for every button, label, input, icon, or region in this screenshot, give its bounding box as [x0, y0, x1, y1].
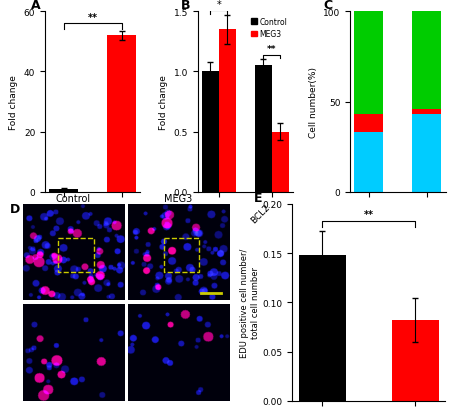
Text: C: C [324, 0, 333, 12]
Bar [355, 133, 383, 192]
Bar [164, 238, 199, 272]
Bar [219, 30, 236, 192]
Text: *: * [216, 0, 221, 10]
Text: B: B [180, 0, 190, 12]
Text: E: E [254, 191, 262, 204]
Bar [392, 320, 439, 401]
Bar [58, 238, 94, 272]
Bar [355, 12, 383, 115]
Y-axis label: EDU positive cell number/
total cell number: EDU positive cell number/ total cell num… [239, 248, 260, 357]
Bar [272, 132, 288, 192]
Bar [50, 189, 78, 192]
Bar [255, 66, 272, 192]
Bar [107, 36, 136, 192]
Text: D: D [10, 202, 20, 216]
Bar [412, 12, 441, 110]
Text: A: A [31, 0, 40, 12]
Text: **: ** [364, 209, 374, 219]
Y-axis label: Fold change: Fold change [159, 75, 168, 130]
Text: Control: Control [56, 193, 91, 204]
Text: MEG3: MEG3 [165, 193, 193, 204]
Bar [299, 256, 346, 401]
Y-axis label: Fold change: Fold change [9, 75, 18, 130]
Text: **: ** [267, 45, 276, 54]
Y-axis label: Cell number(%): Cell number(%) [309, 67, 318, 138]
Bar [412, 110, 441, 115]
Bar [412, 115, 441, 192]
Bar [202, 72, 219, 192]
Legend: Control, MEG3: Control, MEG3 [250, 16, 289, 41]
Text: **: ** [88, 13, 98, 23]
Bar [355, 115, 383, 133]
